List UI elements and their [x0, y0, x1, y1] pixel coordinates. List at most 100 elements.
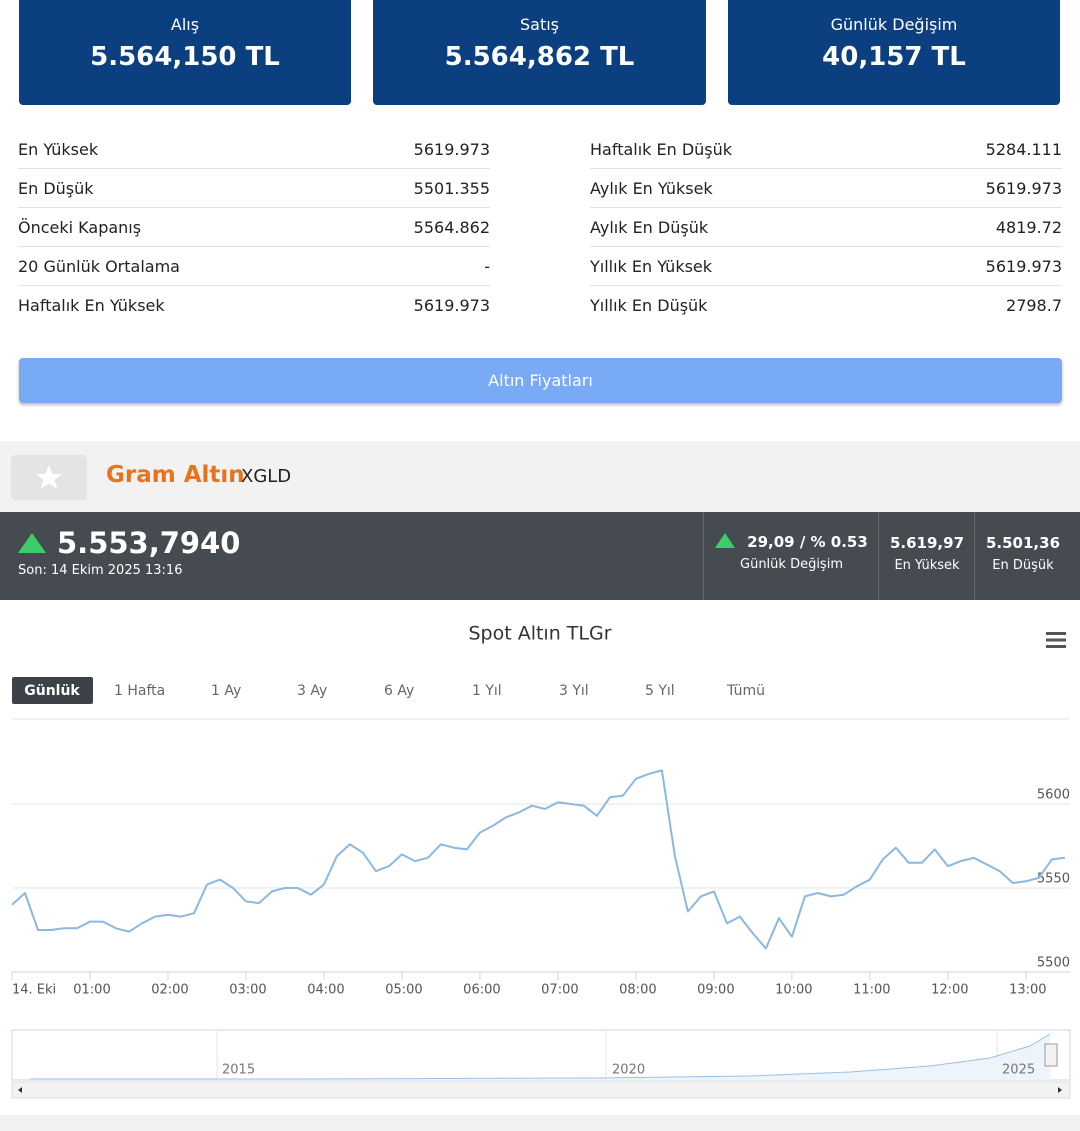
card-value: 5.564,150 TL — [90, 42, 280, 72]
range-button-selected[interactable] — [12, 677, 93, 704]
stat-value: 5284.111 — [985, 140, 1062, 159]
ticker-bar: 5.553,7940 Son: 14 Ekim 2025 13:16 29,09… — [0, 512, 1080, 600]
instrument-code: XGLD — [241, 466, 292, 487]
daily-low: 5.501,36 — [985, 534, 1061, 552]
stat-label: En Düşük — [18, 179, 94, 198]
stat-row: 20 Günlük Ortalama - — [18, 247, 490, 286]
x-tick-label: 09:00 — [697, 983, 734, 998]
x-tick-label: 05:00 — [385, 983, 422, 998]
stat-label: Önceki Kapanış — [18, 218, 142, 237]
scrollbar[interactable] — [11, 1081, 1071, 1099]
range-button[interactable]: 5 Yıl — [645, 683, 675, 699]
card-value: 40,157 TL — [822, 42, 966, 72]
stat-label: Yıllık En Düşük — [590, 296, 708, 315]
stat-value: 5619.973 — [985, 257, 1062, 276]
range-button[interactable]: Günlük — [24, 683, 80, 699]
stat-label: Aylık En Düşük — [590, 218, 709, 237]
footer-strip — [0, 1115, 1080, 1131]
range-button[interactable]: 3 Ay — [297, 683, 327, 699]
range-button[interactable]: Tümü — [726, 683, 765, 699]
stat-label: Haftalık En Düşük — [590, 140, 733, 159]
range-button[interactable]: 1 Ay — [211, 683, 241, 699]
card-label: Günlük Değişim — [830, 15, 958, 34]
range-button[interactable]: 3 Yıl — [559, 683, 589, 699]
stat-label: Yıllık En Yüksek — [590, 257, 713, 276]
stat-row: Önceki Kapanış 5564.862 — [18, 208, 490, 247]
range-button[interactable]: 6 Ay — [384, 683, 414, 699]
range-button[interactable]: 1 Hafta — [114, 683, 165, 699]
x-tick-label: 08:00 — [619, 983, 656, 998]
x-tick-label: 07:00 — [541, 983, 578, 998]
x-tick-label: 04:00 — [307, 983, 344, 998]
chart: Spot Altın TLGr Günlük 1 Hafta 1 Ay 3 Ay 6 A… — [0, 623, 1080, 1131]
high-cell: 5.619,97 En Yüksek — [878, 512, 975, 600]
chart-title: Spot Altın TLGr — [468, 623, 611, 645]
navigator-label: 2025 — [1002, 1063, 1035, 1078]
menu-icon[interactable] — [1046, 632, 1066, 648]
stat-row: En Yüksek 5619.973 — [18, 130, 490, 169]
stat-row: Haftalık En Yüksek 5619.973 — [18, 286, 490, 324]
up-arrow — [715, 533, 736, 548]
navigator-label: 2015 — [222, 1063, 255, 1078]
stat-value: 2798.7 — [1006, 296, 1062, 315]
stat-value: 5564.862 — [413, 218, 490, 237]
x-tick-label: 12:00 — [931, 983, 968, 998]
stat-label: 20 Günlük Ortalama — [18, 257, 180, 276]
gold-prices-button[interactable]: Altın Fiyatları — [19, 358, 1062, 403]
x-tick-label: 10:00 — [775, 983, 812, 998]
x-tick-label: 11:00 — [853, 983, 890, 998]
star-icon — [36, 465, 62, 489]
scroll-right[interactable] — [1058, 1087, 1062, 1093]
stat-row: Yıllık En Düşük 2798.7 — [590, 286, 1062, 324]
stat-row: Yıllık En Yüksek 5619.973 — [590, 247, 1062, 286]
x-tick-label: 02:00 — [151, 983, 188, 998]
x-tick-label: 03:00 — [229, 983, 266, 998]
x-tick-label: 14. Eki — [12, 983, 56, 998]
x-tick-label: 01:00 — [73, 983, 110, 998]
navigator-label: 2020 — [612, 1063, 645, 1078]
change-label: Günlük Değişim — [740, 557, 843, 572]
card-label: Alış — [170, 15, 200, 34]
stat-value: 5501.355 — [413, 179, 490, 198]
stat-value: 5619.973 — [413, 296, 490, 315]
stat-row: Haftalık En Düşük 5284.111 — [590, 130, 1062, 169]
y-tick-label: 5550 — [1037, 872, 1070, 887]
price-line — [11, 769, 1065, 950]
navigator-area — [30, 1034, 1050, 1080]
card-label: Satış — [519, 15, 559, 34]
low-label: En Düşük — [992, 558, 1054, 573]
y-tick-label: 5600 — [1037, 788, 1070, 803]
header-bar: Gram Altın XGLD — [0, 441, 1080, 512]
stat-value: 5619.973 — [985, 179, 1062, 198]
stat-row: En Düşük 5501.355 — [18, 169, 490, 208]
instrument-title: Gram Altın — [106, 462, 245, 488]
last-update: Son: 14 Ekim 2025 13:16 — [18, 563, 183, 578]
navigator-line — [30, 1033, 1051, 1080]
stat-row: Aylık En Yüksek 5619.973 — [590, 169, 1062, 208]
navigator-handle[interactable] — [1044, 1043, 1058, 1067]
card-value: 5.564,862 TL — [444, 42, 635, 72]
stat-label: Aylık En Yüksek — [590, 179, 713, 198]
x-tick-label: 13:00 — [1009, 983, 1046, 998]
range-button[interactable]: 1 Yıl — [472, 683, 502, 699]
daily-high: 5.619,97 — [889, 534, 965, 552]
stat-label: Haftalık En Yüksek — [18, 296, 165, 315]
stat-value: 5619.973 — [413, 140, 490, 159]
price-card: Günlük Değişim 40,157 TL — [728, 0, 1060, 105]
change-cell: 29,09 / % 0.53 Günlük Değişim — [703, 512, 879, 600]
up-arrow — [18, 533, 46, 553]
stat-label: En Yüksek — [18, 140, 99, 159]
scroll-left[interactable] — [18, 1087, 22, 1093]
low-cell: 5.501,36 En Düşük — [974, 512, 1071, 600]
x-tick-label: 06:00 — [463, 983, 500, 998]
favorite-button[interactable] — [11, 455, 87, 500]
y-tick-label: 5500 — [1037, 956, 1070, 971]
stat-row: Aylık En Düşük 4819.72 — [590, 208, 1062, 247]
price-card: Satış 5.564,862 TL — [373, 0, 706, 105]
stat-value: - — [484, 257, 490, 276]
high-label: En Yüksek — [894, 558, 960, 573]
stat-value: 4819.72 — [995, 218, 1062, 237]
last-price: 5.553,7940 — [57, 526, 241, 560]
daily-change: 29,09 / % 0.53 — [747, 533, 868, 551]
